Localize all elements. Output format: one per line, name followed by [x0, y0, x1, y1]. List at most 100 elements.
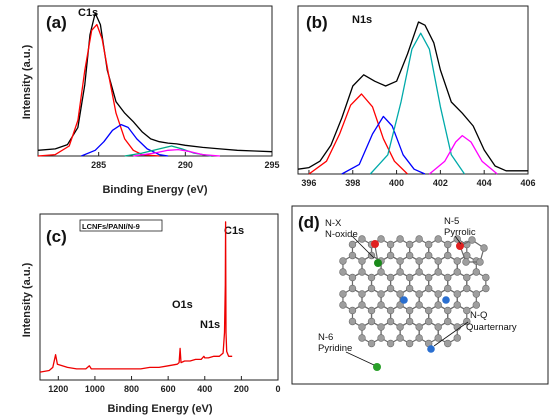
x-tick-label-c-3: 600: [161, 384, 176, 394]
pointer-line: [345, 351, 375, 366]
x-tick-label-a-2: 295: [264, 160, 279, 170]
panel-letter-a: (a): [46, 13, 67, 32]
carbon-atom: [396, 235, 404, 243]
carbon-atom: [482, 284, 490, 293]
pyrrolic-heteroatom: [456, 242, 464, 250]
label-n-6: N-6: [318, 332, 333, 343]
carbon-atom: [434, 301, 442, 309]
carbon-atom: [377, 235, 385, 243]
panel-d: (d) N-X N-oxide N-5 Pyrrolic N-Q Quarter…: [291, 205, 549, 385]
carbon-atom: [405, 273, 414, 282]
carbon-atom: [434, 268, 442, 276]
carbon-atom: [405, 317, 414, 326]
carbon-atom: [480, 244, 488, 252]
series-b-3: [369, 32, 466, 175]
label-n-x: N-X: [325, 218, 342, 229]
series-b-0: [297, 21, 528, 172]
diagram-frame: [291, 205, 549, 385]
carbon-atom: [386, 306, 395, 315]
carbon-atom: [434, 257, 442, 265]
carbon-atom: [424, 284, 433, 293]
carbon-atom: [415, 257, 423, 265]
x-tick-label-c-5: 200: [234, 384, 249, 394]
carbon-atom: [463, 306, 471, 315]
carbon-atom: [405, 306, 414, 315]
carbon-atom: [405, 251, 414, 260]
oxygen-atom: [371, 240, 379, 248]
carbon-atom: [463, 273, 471, 282]
nitrogen-oxide-atom: [374, 259, 382, 267]
x-tick-label-c-1: 1000: [85, 384, 105, 394]
carbon-atom: [339, 290, 347, 298]
label-pyrrolic: Pyrrolic: [444, 227, 476, 238]
carbon-atom: [462, 258, 470, 266]
carbon-atom: [386, 284, 395, 293]
carbon-atom: [348, 240, 357, 249]
heteroatoms: [371, 236, 488, 371]
carbon-atom: [405, 284, 414, 293]
carbon-atom: [453, 290, 461, 298]
x-tick-label-b-0: 396: [301, 178, 316, 188]
peak-label-c1s-c: C1s: [224, 225, 244, 237]
panel-letter-c: (c): [46, 227, 67, 246]
carbon-atom: [339, 257, 347, 265]
carbon-atom: [367, 317, 376, 326]
x-tick-label-b-4: 404: [477, 178, 492, 188]
carbon-atom: [415, 301, 423, 309]
carbon-atom: [453, 257, 461, 265]
carbon-atom: [405, 339, 414, 348]
carbon-atom: [444, 240, 452, 249]
x-tick-label-a-1: 290: [178, 160, 193, 170]
pointer-line: [454, 235, 462, 245]
carbon-atom: [472, 301, 481, 309]
series-group-b: [297, 21, 528, 175]
carbon-atom: [444, 317, 452, 326]
x-tick-label-b-1: 398: [345, 178, 360, 188]
carbon-atom: [415, 334, 423, 342]
x-tick-label-b-2: 400: [389, 178, 404, 188]
carbon-atom: [453, 268, 461, 276]
series-a-4: [133, 148, 221, 157]
carbon-atom: [396, 290, 404, 298]
series-b-2: [341, 115, 426, 175]
series-b-1: [308, 93, 408, 175]
carbon-atom: [482, 273, 490, 282]
pointer-line: [351, 235, 375, 259]
pointer-line: [433, 321, 469, 347]
label-n-q: N-Q: [470, 310, 487, 321]
panel-c: (c) LCNFs/PANI/N-9 C1s O1s N1s Intensity…: [21, 213, 281, 415]
peak-label-c1s-a: C1s: [78, 7, 98, 19]
x-ticks-b: 396 398 400 402 404 406: [301, 170, 536, 188]
x-ticks-c: 1200 1000 800 600 400 200 0: [48, 376, 281, 394]
carbon-atom: [444, 339, 452, 348]
carbon-atom: [377, 290, 385, 298]
peak-label-o1s-c: O1s: [172, 299, 193, 311]
carbon-atom: [386, 317, 395, 326]
carbon-atom: [444, 273, 452, 282]
x-tick-label-b-3: 402: [433, 178, 448, 188]
plot-frame-b: [297, 5, 529, 175]
series-group-c: [39, 221, 233, 373]
panel-b: (b) N1s 396 398 400 402 404 406: [297, 5, 536, 188]
carbon-atom: [415, 268, 423, 276]
carbon-atom: [424, 273, 433, 282]
nitrogen-quaternary-atom: [442, 296, 450, 304]
carbon-atom: [348, 306, 357, 315]
x-ticks-a: 285 290 295: [91, 152, 280, 170]
carbon-atom: [424, 240, 433, 249]
carbon-atom: [444, 251, 452, 260]
y-axis-title-c: Intensity (a.u.): [21, 262, 33, 337]
label-quarternary: Quarternary: [466, 322, 517, 333]
carbon-atom: [396, 301, 404, 309]
carbon-atom: [424, 306, 433, 315]
carbon-atom: [415, 235, 423, 243]
carbon-atom: [386, 273, 395, 282]
carbon-atom: [358, 268, 366, 276]
carbon-atom: [358, 235, 366, 243]
carbon-atom: [463, 284, 471, 293]
sample-label: LCNFs/PANI/N-9: [82, 222, 140, 231]
x-tick-label-a-0: 285: [91, 160, 106, 170]
carbon-atom: [472, 290, 481, 298]
y-axis-title-a: Intensity (a.u.): [21, 44, 33, 119]
plot-frame-c: [39, 213, 279, 381]
